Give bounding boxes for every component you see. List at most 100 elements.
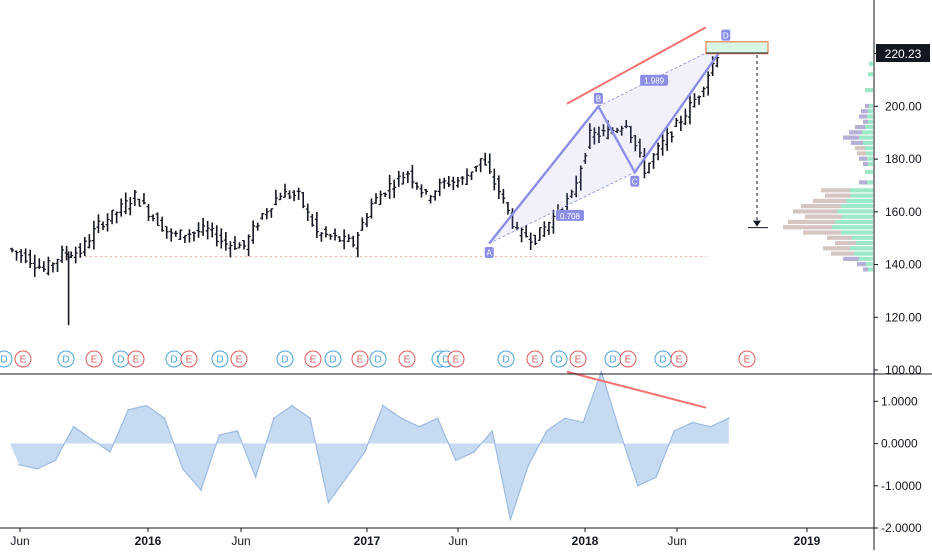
earnings-badge-label: E bbox=[404, 355, 411, 366]
volume-profile-bar bbox=[868, 161, 873, 167]
dividend-badge-label: D bbox=[170, 355, 177, 366]
volume-profile-bar bbox=[868, 109, 873, 114]
volume-profile-bar bbox=[841, 204, 873, 209]
volume-profile-bar bbox=[865, 103, 869, 109]
volume-profile-bar bbox=[831, 251, 854, 256]
earnings-badge bbox=[180, 350, 198, 368]
earnings-badge bbox=[14, 350, 32, 368]
dividend-badge bbox=[0, 350, 13, 368]
volume-profile-bar bbox=[861, 109, 868, 114]
last-price-badge bbox=[876, 44, 930, 63]
volume-profile-bar bbox=[856, 240, 873, 246]
volume-profile-bar bbox=[835, 240, 856, 246]
earnings-badge bbox=[619, 350, 637, 368]
earnings-badge-label: E bbox=[744, 355, 751, 366]
earnings-badge bbox=[447, 350, 465, 368]
earnings-badge-label: E bbox=[357, 355, 364, 366]
dividend-badge bbox=[550, 350, 568, 368]
dividend-badge-label: D bbox=[281, 355, 288, 366]
oscillator-point bbox=[254, 476, 257, 479]
volume-profile-bar bbox=[837, 209, 873, 214]
earnings-badge-label: E bbox=[625, 355, 632, 366]
oscillator-point bbox=[655, 476, 657, 479]
volume-profile-bar bbox=[867, 156, 873, 161]
earnings-badge bbox=[670, 350, 688, 368]
oscillator-point bbox=[618, 430, 621, 432]
pattern-point-label-d: D bbox=[723, 31, 729, 40]
volume-profile-bar bbox=[868, 72, 871, 77]
volume-profile-bar bbox=[865, 169, 869, 174]
time-tick-label: 2019 bbox=[794, 534, 821, 548]
pattern-leg-line bbox=[488, 42, 727, 245]
volume-profile-bar bbox=[852, 235, 873, 240]
volume-profile-bar bbox=[805, 214, 842, 219]
volume-profile-bar bbox=[862, 130, 873, 135]
volume-profile-bar bbox=[849, 130, 862, 135]
oscillator-trendline bbox=[566, 370, 707, 409]
volume-profile-bar bbox=[865, 88, 869, 93]
oscillator-point bbox=[691, 421, 694, 424]
volume-profile-bar bbox=[832, 225, 873, 230]
earnings-badge bbox=[526, 350, 544, 368]
volume-profile-bar bbox=[867, 114, 873, 119]
oscillator-point bbox=[54, 459, 57, 462]
earnings-badge bbox=[127, 350, 145, 368]
volume-profile-bar bbox=[821, 188, 850, 193]
oscillator-point bbox=[637, 484, 639, 487]
oscillator-point bbox=[473, 451, 475, 453]
volume-profile-bar bbox=[855, 146, 865, 151]
volume-profile-bar bbox=[863, 267, 868, 272]
volume-profile-bar bbox=[871, 72, 873, 77]
dividend-badge-label: D bbox=[659, 355, 666, 366]
earnings-badge-label: E bbox=[453, 355, 460, 366]
earnings-badge-label: E bbox=[676, 355, 683, 366]
oscillator-area bbox=[10, 371, 729, 520]
volume-profile-bar bbox=[825, 193, 851, 198]
pattern-triangle-bcd bbox=[598, 43, 726, 173]
volume-profile-bar bbox=[851, 193, 873, 198]
volume-profile-bar bbox=[869, 61, 871, 66]
earnings-badge bbox=[230, 350, 248, 368]
oscillator-point bbox=[127, 408, 129, 411]
oscillator-point bbox=[400, 417, 403, 420]
earnings-badge-label: E bbox=[133, 355, 140, 366]
volume-profile-bar bbox=[843, 135, 859, 140]
earnings-badge-label: E bbox=[310, 355, 317, 366]
pattern-ratio-line bbox=[489, 171, 635, 244]
earnings-badge bbox=[85, 350, 103, 368]
oscillator-point bbox=[382, 404, 384, 407]
oscillator-point bbox=[163, 417, 166, 420]
oscillator-point bbox=[709, 425, 712, 428]
oscillator-point bbox=[564, 417, 566, 420]
volume-profile-bar bbox=[823, 246, 850, 251]
volume-profile-bar bbox=[801, 204, 841, 209]
oscillator-point bbox=[200, 489, 202, 491]
oscillator-point bbox=[600, 370, 603, 373]
volume-profile-bar bbox=[850, 188, 873, 193]
pattern-point-label-c: C bbox=[632, 177, 638, 186]
last-price-label: 220.23 bbox=[885, 47, 922, 61]
pattern-point-badge bbox=[630, 175, 640, 187]
pattern-triangle-abc bbox=[489, 106, 635, 244]
osc-tick-label: -1.0000 bbox=[881, 479, 922, 493]
volume-profile-bar bbox=[803, 230, 841, 235]
dividend-badge bbox=[276, 350, 294, 368]
volume-profile-bar bbox=[835, 219, 873, 225]
target-box bbox=[705, 41, 769, 55]
volume-profile-bar bbox=[859, 135, 873, 140]
dividend-badge-label: D bbox=[374, 355, 381, 366]
dividend-badge-label: D bbox=[609, 355, 616, 366]
volume-profile-bar bbox=[850, 246, 873, 251]
volume-profile-bar bbox=[859, 256, 873, 261]
pattern-ratio-badge bbox=[556, 209, 584, 221]
oscillator-point bbox=[546, 430, 548, 432]
oscillator-point bbox=[728, 417, 730, 420]
pattern-ratio-badge bbox=[640, 74, 669, 86]
volume-profile-bar bbox=[855, 124, 865, 130]
volume-profile-bar bbox=[863, 161, 868, 167]
target-arrowhead bbox=[753, 220, 761, 227]
volume-profile-bar bbox=[869, 88, 873, 93]
oscillator-point bbox=[491, 430, 494, 432]
